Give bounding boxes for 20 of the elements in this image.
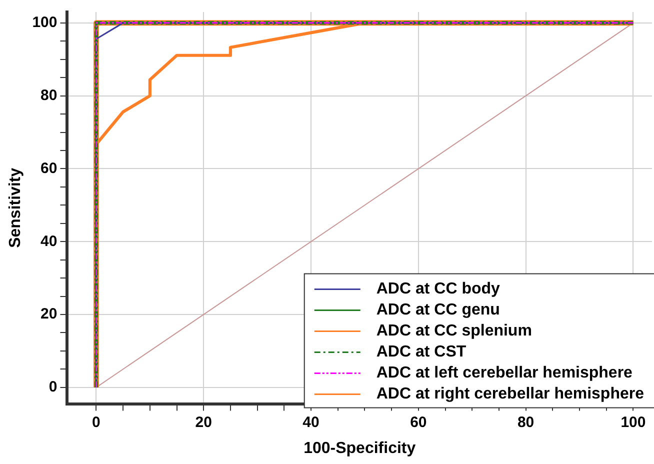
legend-label: ADC at CC body bbox=[376, 280, 500, 298]
y-tick-label: 80 bbox=[40, 86, 58, 104]
y-tick-label: 60 bbox=[40, 160, 58, 177]
legend-label: ADC at CC splenium bbox=[376, 322, 532, 340]
y-tick-label: 0 bbox=[48, 378, 58, 396]
x-tick-label: 0 bbox=[92, 414, 100, 431]
y-tick-label: 100 bbox=[32, 14, 58, 32]
y-axis-title: Sensitivity bbox=[7, 168, 24, 248]
x-tick-label: 100 bbox=[620, 414, 646, 431]
legend-label: ADC at left cerebellar hemisphere bbox=[376, 364, 633, 382]
legend-label: ADC at CC genu bbox=[376, 302, 500, 319]
legend-label: ADC at right cerebellar hemisphere bbox=[376, 386, 644, 403]
legend-label: ADC at CST bbox=[376, 344, 466, 361]
x-tick-label: 40 bbox=[302, 414, 320, 431]
x-tick-label: 20 bbox=[195, 414, 212, 431]
x-tick-label: 80 bbox=[517, 414, 534, 431]
y-tick-label: 40 bbox=[40, 232, 58, 250]
x-axis-title: 100-Specificity bbox=[304, 440, 416, 457]
x-tick-label: 60 bbox=[410, 414, 427, 431]
y-tick-label: 20 bbox=[40, 306, 58, 323]
